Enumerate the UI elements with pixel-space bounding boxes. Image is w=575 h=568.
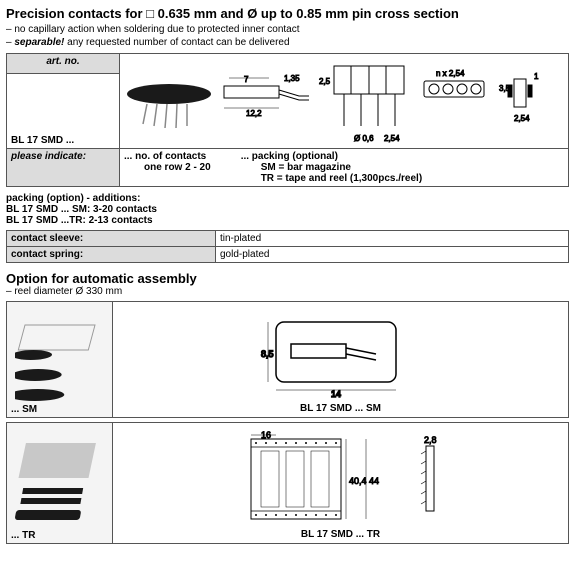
sub2-post: any requested number of contact can be d… [64,37,289,48]
subtitle-1: – no capillary action when soldering due… [6,23,569,36]
sm-caption: BL 17 SMD ... SM [300,403,381,414]
svg-text:1: 1 [534,72,539,81]
sub2-em: separable! [14,37,64,48]
svg-text:7: 7 [244,75,249,84]
sm-photo: ... SM [7,302,113,417]
tr-tag: ... TR [11,530,35,541]
spring-label: contact spring: [7,247,216,263]
svg-text:Ø 0,6: Ø 0,6 [354,134,374,143]
packing-label: ... packing (optional) [241,151,422,162]
packing-l1: BL 17 SMD ... SM: 3-20 contacts [6,204,157,215]
svg-text:n x 2,54: n x 2,54 [436,69,465,78]
packing-title: packing (option) - additions: [6,193,140,204]
tr-drawing: 16 40,4 44 2,8 BL 17 SMD ... TR [113,423,568,543]
artno-header: art. no. [7,54,120,74]
svg-text:8,5: 8,5 [261,349,274,359]
svg-text:2,54: 2,54 [514,114,530,123]
sm-drawing: 8,5 14 BL 17 SMD ... SM [113,302,568,417]
sm-tag: ... SM [11,404,37,415]
part-number: BL 17 SMD ... [7,74,120,149]
svg-text:1,35: 1,35 [284,74,300,83]
svg-text:2,8: 2,8 [424,435,437,445]
svg-text:14: 14 [331,389,341,399]
svg-text:40,4: 40,4 [349,476,367,486]
svg-text:12,2: 12,2 [246,109,262,118]
svg-text:2,5: 2,5 [319,77,331,86]
tr-row: ... TR 16 [6,422,569,544]
tr-caption: BL 17 SMD ... TR [301,529,380,540]
svg-text:2,54: 2,54 [384,134,400,143]
svg-text:44: 44 [369,476,379,486]
indicate-header: please indicate: [7,149,120,187]
contacts-label: ... no. of contacts [124,151,211,162]
packing-additions: packing (option) - additions: BL 17 SMD … [6,193,569,226]
assembly-title: Option for automatic assembly [6,271,569,286]
spring-value: gold-plated [216,247,569,263]
contacts-range: one row 2 - 20 [124,162,211,173]
sm-row: ... SM 8,5 14 BL 17 SMD ... SM [6,301,569,418]
packing-l2: BL 17 SMD ...TR: 2-13 contacts [6,215,153,226]
sleeve-label: contact sleeve: [7,231,216,247]
svg-text:3,5: 3,5 [499,84,511,93]
subtitle-2: – separable! any requested number of con… [6,36,569,49]
packing-sm: SM = bar magazine [241,162,422,173]
tr-photo: ... TR [7,423,113,543]
sleeve-value: tin-plated [216,231,569,247]
materials-table: contact sleeve: tin-plated contact sprin… [6,230,569,263]
indicate-values: ... no. of contacts one row 2 - 20 ... p… [120,149,569,187]
reel-diameter: – reel diameter Ø 330 mm [6,286,569,297]
technical-drawings: 7 12,2 1,35 Ø 0,6 2,54 2,5 [120,54,569,149]
page-title: Precision contacts for □ 0.635 mm and Ø … [6,6,569,21]
svg-text:16: 16 [261,431,271,440]
packing-tr: TR = tape and reel (1,300pcs./reel) [241,173,422,184]
spec-table: art. no. 7 12 [6,53,569,187]
